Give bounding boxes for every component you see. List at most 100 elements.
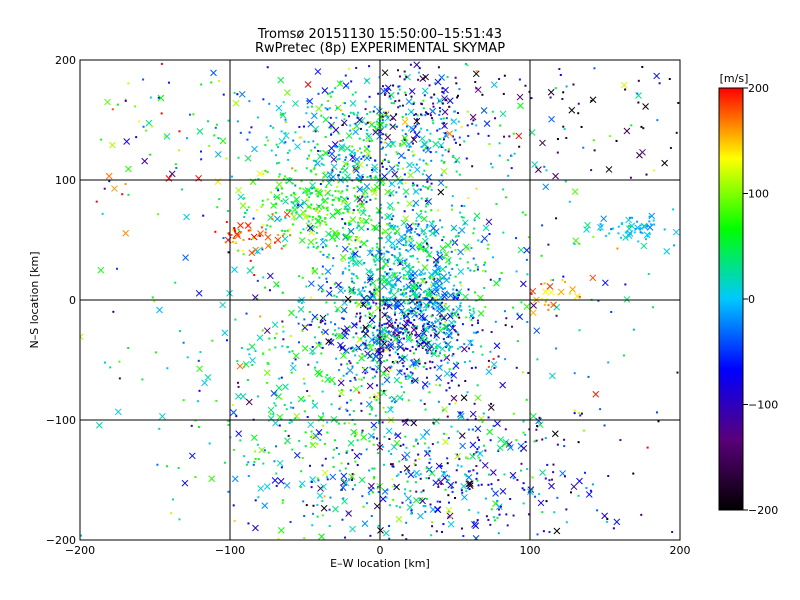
scatter-dot <box>569 491 572 494</box>
scatter-dot <box>310 296 313 299</box>
scatter-dot <box>497 532 500 535</box>
scatter-dot <box>341 218 344 221</box>
scatter-dot <box>405 113 408 116</box>
scatter-dot <box>430 246 433 249</box>
scatter-dot <box>657 420 660 423</box>
scatter-dot <box>455 293 458 296</box>
scatter-cross <box>392 326 399 334</box>
scatter-dot <box>451 354 454 357</box>
scatter-dot <box>421 342 424 345</box>
scatter-cross <box>263 369 271 377</box>
scatter-cross <box>275 384 283 392</box>
scatter-dot <box>309 206 312 209</box>
scatter-cross <box>122 229 130 237</box>
scatter-dot <box>453 241 456 244</box>
scatter-cross <box>334 104 342 112</box>
scatter-dot <box>248 100 251 103</box>
scatter-dot <box>345 372 348 375</box>
scatter-dot <box>461 323 464 326</box>
scatter-dot <box>418 158 421 161</box>
scatter-dot <box>335 447 338 450</box>
scatter-cross <box>319 238 327 246</box>
scatter-dot <box>344 267 347 270</box>
scatter-dot <box>260 205 263 208</box>
scatter-dot <box>305 285 308 288</box>
scatter-cross <box>413 469 421 477</box>
scatter-dot <box>348 257 351 260</box>
scatter-cross <box>273 281 280 288</box>
scatter-dot <box>283 404 286 407</box>
scatter-dot <box>322 175 325 178</box>
scatter-dot <box>177 466 180 469</box>
scatter-cross <box>235 186 242 194</box>
scatter-cross <box>350 428 358 436</box>
scatter-dot <box>473 520 476 523</box>
scatter-dot <box>480 345 483 348</box>
scatter-cross <box>450 118 458 125</box>
scatter-dot <box>335 146 338 149</box>
scatter-dot <box>424 210 427 213</box>
scatter-dot <box>512 514 515 517</box>
scatter-dot <box>366 132 369 135</box>
scatter-dot <box>612 527 615 530</box>
scatter-dot <box>468 470 471 473</box>
scatter-dot <box>381 121 384 124</box>
scatter-dot <box>425 477 428 480</box>
scatter-dot <box>440 359 443 362</box>
scatter-dot <box>352 253 355 256</box>
scatter-cross <box>249 356 256 364</box>
scatter-dot <box>298 125 301 128</box>
scatter-cross <box>335 207 342 215</box>
scatter-dot <box>438 113 441 116</box>
scatter-cross <box>141 157 149 165</box>
scatter-dot <box>410 381 413 384</box>
scatter-dot <box>329 95 332 98</box>
scatter-dot <box>354 378 357 381</box>
scatter-cross <box>284 89 291 96</box>
scatter-dot <box>440 159 443 162</box>
scatter-dot <box>450 486 453 489</box>
scatter-cross <box>263 327 271 335</box>
scatter-cross <box>340 472 348 480</box>
scatter-dot <box>354 435 357 438</box>
scatter-dot <box>338 452 341 455</box>
scatter-dot <box>292 406 295 409</box>
scatter-dot <box>422 159 425 162</box>
scatter-cross <box>570 483 578 491</box>
scatter-dot <box>420 127 423 130</box>
scatter-dot <box>419 293 422 296</box>
scatter-dot <box>374 159 377 162</box>
scatter-dot <box>412 289 415 292</box>
scatter-dot <box>289 520 292 523</box>
scatter-dot <box>408 301 411 304</box>
scatter-dot <box>415 163 418 166</box>
scatter-dot <box>149 153 152 156</box>
scatter-cross <box>277 76 285 84</box>
scatter-dot <box>397 324 400 327</box>
scatter-dot <box>454 402 457 405</box>
scatter-dot <box>345 156 348 159</box>
scatter-cross <box>330 156 338 163</box>
scatter-dot <box>387 251 390 254</box>
scatter-dot <box>397 106 400 109</box>
scatter-dot <box>320 103 323 106</box>
scatter-dot <box>420 210 423 213</box>
scatter-dot <box>269 412 272 415</box>
scatter-dot <box>382 300 385 303</box>
scatter-dot <box>344 205 347 208</box>
scatter-dot <box>326 421 329 424</box>
scatter-dot <box>178 149 181 152</box>
scatter-dot <box>347 257 350 260</box>
scatter-cross <box>386 303 393 310</box>
scatter-dot <box>472 310 475 313</box>
scatter-dot <box>420 303 423 306</box>
scatter-dot <box>443 353 446 356</box>
scatter-dot <box>498 78 501 81</box>
scatter-dot <box>368 493 371 496</box>
scatter-cross <box>402 215 410 222</box>
scatter-dot <box>288 228 291 231</box>
scatter-dot <box>424 510 427 513</box>
scatter-dot <box>310 430 313 433</box>
scatter-dot <box>224 241 227 244</box>
scatter-dot <box>351 488 354 491</box>
